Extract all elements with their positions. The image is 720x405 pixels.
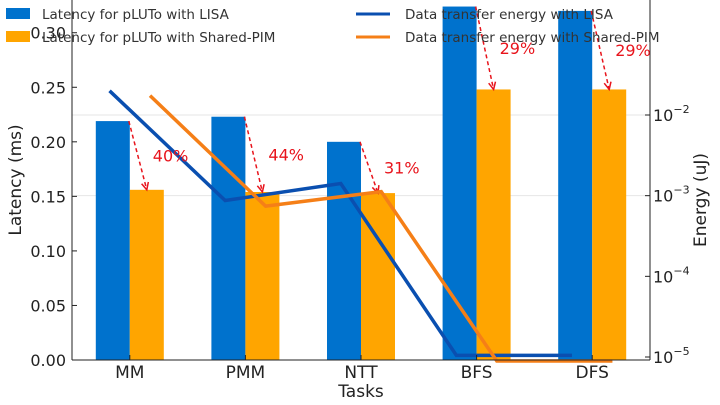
reduction-arrowhead-MM (141, 181, 150, 192)
bar-s1-BFS (476, 89, 511, 361)
legend-label-line-1: Data transfer energy with Shared-PIM (405, 30, 660, 46)
reduction-label-MM: 40% (153, 146, 189, 165)
legend-swatch-bar-1 (6, 31, 30, 42)
y2-tick-label-0: 10−5 (653, 345, 690, 367)
y-tick-label-0: 0.00 (30, 351, 66, 370)
y-tick-label-4: 0.20 (30, 133, 66, 152)
legend-label-bar-0: Latency for pLUTo with LISA (42, 7, 230, 23)
reduction-arrow-MM (128, 120, 148, 191)
reduction-arrowhead-PMM (256, 184, 265, 194)
x-axis-title: Tasks (337, 382, 384, 402)
y-axis-title: Latency (ms) (6, 124, 26, 235)
bar-s0-DFS (558, 10, 593, 361)
x-tick-label-PMM: PMM (226, 363, 266, 383)
y-tick-label-2: 0.10 (30, 242, 66, 261)
reduction-arrow-PMM (243, 116, 264, 193)
bar-s1-DFS (592, 89, 627, 361)
reduction-label-BFS: 29% (500, 39, 536, 58)
x-tick-label-MM: MM (115, 363, 144, 383)
reduction-label-NTT: 31% (384, 158, 420, 177)
x-tick-label-BFS: BFS (461, 363, 493, 383)
bar-s0-NTT (327, 141, 361, 360)
reduction-arrowhead-DFS (603, 81, 612, 92)
y2-tick-label-3: 10−2 (653, 103, 690, 125)
bar-s0-MM (95, 121, 130, 360)
y2-axis-title: Energy (uJ) (691, 153, 711, 247)
y-tick-label-5: 0.25 (30, 78, 66, 97)
legend-swatch-bar-0 (6, 8, 30, 19)
y-tick-label-3: 0.15 (30, 187, 66, 206)
energy-line-1 (148, 94, 613, 363)
y2-tick-label-2: 10−3 (653, 184, 690, 206)
reduction-arrow-NTT (359, 141, 379, 194)
y-tick-label-1: 0.05 (30, 296, 66, 315)
reduction-arrowhead-BFS (488, 81, 497, 92)
y2-tick-label-1: 10−4 (653, 264, 690, 286)
bar-s0-PMM (211, 116, 246, 361)
y-tick-label-6: 0.30 (30, 24, 66, 43)
reduction-label-PMM: 44% (268, 145, 304, 164)
bar-s1-PMM (245, 192, 280, 360)
reduction-label-DFS: 29% (615, 41, 651, 60)
reduction-arrow-BFS (474, 6, 495, 90)
bar-s1-MM (129, 189, 164, 360)
legend-label-line-0: Data transfer energy with LISA (405, 7, 614, 23)
x-tick-label-DFS: DFS (576, 363, 609, 383)
bar-s0-BFS (442, 6, 477, 361)
x-tick-label-NTT: NTT (344, 363, 378, 383)
legend: Latency for pLUTo with LISA Latency for … (6, 7, 660, 46)
legend-label-bar-1: Latency for pLUTo with Shared-PIM (42, 30, 275, 46)
